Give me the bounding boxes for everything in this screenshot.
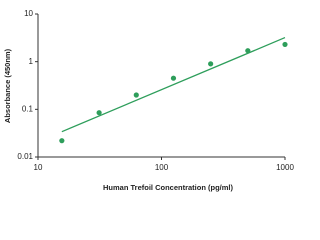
- x-tick-label: 10: [34, 163, 43, 172]
- point: [245, 48, 251, 54]
- point: [282, 41, 288, 48]
- point: [96, 110, 102, 116]
- point: [59, 138, 65, 144]
- y-tick-label: 10: [24, 9, 33, 18]
- point: [208, 61, 214, 67]
- page: {"chart_data": {"type": "scatter", "log_…: [2, 9, 295, 192]
- y-tick-label: 0.01: [17, 152, 33, 161]
- x-axis-label: Human Trefoil Concentration (pg/ml): [103, 183, 234, 192]
- trendline: [61, 36, 286, 133]
- chart: Human Trefoil Concentration (pg/ml) Abso…: [3, 9, 294, 192]
- x-tick-label: 1000: [276, 163, 294, 172]
- point: [170, 75, 177, 81]
- point: [133, 92, 139, 98]
- y-tick-label: 1: [29, 57, 34, 66]
- y-axis-label: Absorbance (450nm): [3, 48, 12, 123]
- x-tick-label: 100: [155, 163, 169, 172]
- y-tick-label: 0.1: [22, 104, 34, 113]
